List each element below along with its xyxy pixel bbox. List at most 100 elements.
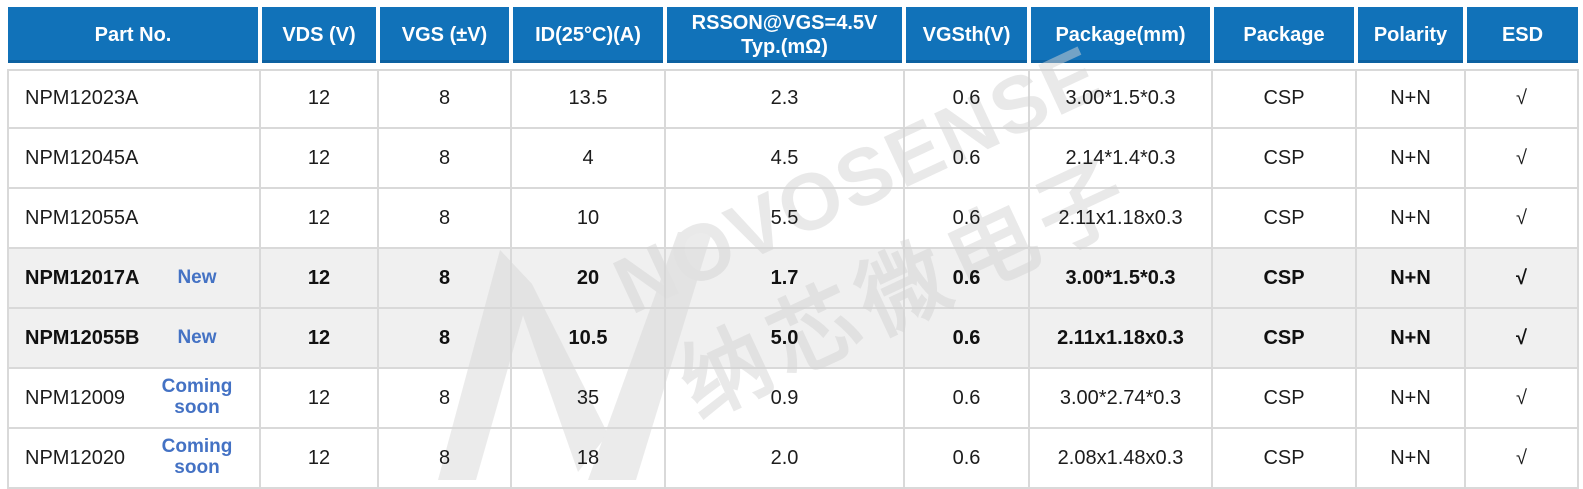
part-number-cell: NPM12020 Coming soon: [7, 427, 261, 489]
cell-vgsth: 0.6: [903, 187, 1030, 249]
part-number-cell: NPM12017A New: [7, 247, 261, 309]
cell-vgs: 8: [377, 307, 512, 369]
cell-pkg_mm: 2.08x1.48x0.3: [1028, 427, 1213, 489]
column-header-polarity: Polarity: [1354, 7, 1467, 69]
cell-pkg_mm: 2.14*1.4*0.3: [1028, 127, 1213, 189]
cell-vgsth: 0.6: [903, 367, 1030, 429]
cell-vgsth: 0.6: [903, 307, 1030, 369]
cell-polarity: N+N: [1355, 187, 1466, 249]
cell-vgs: 8: [377, 367, 512, 429]
cell-esd: √: [1464, 187, 1579, 249]
cell-pkg: CSP: [1211, 427, 1357, 489]
cell-esd: √: [1464, 127, 1579, 189]
cell-pkg_mm: 3.00*1.5*0.3: [1028, 65, 1213, 129]
cell-vds: 12: [259, 187, 379, 249]
table-row: NPM12055B New 12 8 10.5 5.0 0.6 2.11x1.18x0.3 CS…: [7, 307, 1579, 369]
cell-polarity: N+N: [1355, 367, 1466, 429]
cell-id25: 10.5: [510, 307, 666, 369]
table-row: NPM12020 Coming soon 12 8 18 2.0 0.6 2.08x1.48x…: [7, 427, 1579, 489]
cell-vgs: 8: [377, 127, 512, 189]
status-tag: Coming soon: [161, 376, 233, 418]
cell-rsson: 0.9: [664, 367, 905, 429]
cell-id25: 13.5: [510, 65, 666, 129]
status-tag: Coming soon: [161, 436, 233, 478]
cell-vds: 12: [259, 127, 379, 189]
parts-spec-table: Part No. VDS (V) VGS (±V) ID(25°C)(A) RSSON@…: [7, 7, 1579, 489]
cell-rsson: 4.5: [664, 127, 905, 189]
cell-polarity: N+N: [1355, 127, 1466, 189]
cell-polarity: N+N: [1355, 247, 1466, 309]
cell-vgsth: 0.6: [903, 127, 1030, 189]
cell-pkg: CSP: [1211, 307, 1357, 369]
column-header-vgs: VGS (±V): [376, 7, 513, 69]
cell-esd: √: [1464, 367, 1579, 429]
cell-esd: √: [1464, 427, 1579, 489]
cell-polarity: N+N: [1355, 307, 1466, 369]
cell-id25: 20: [510, 247, 666, 309]
cell-rsson: 2.3: [664, 65, 905, 129]
cell-id25: 18: [510, 427, 666, 489]
part-number-cell: NPM12055A: [7, 187, 261, 249]
cell-vds: 12: [259, 65, 379, 129]
header-row: Part No. VDS (V) VGS (±V) ID(25°C)(A) RSSON@…: [8, 7, 1578, 69]
column-header-vgsth: VGSth(V): [902, 7, 1031, 69]
cell-vgsth: 0.6: [903, 247, 1030, 309]
cell-id25: 4: [510, 127, 666, 189]
column-header-esd: ESD: [1463, 7, 1578, 69]
part-number: NPM12020: [25, 446, 126, 469]
cell-vgsth: 0.6: [903, 427, 1030, 489]
parts-spec-table-container: Part No. VDS (V) VGS (±V) ID(25°C)(A) RSSON@…: [7, 7, 1579, 489]
cell-vds: 12: [259, 427, 379, 489]
cell-rsson: 5.5: [664, 187, 905, 249]
cell-vds: 12: [259, 247, 379, 309]
cell-pkg_mm: 2.11x1.18x0.3: [1028, 307, 1213, 369]
cell-vgs: 8: [377, 427, 512, 489]
cell-rsson: 1.7: [664, 247, 905, 309]
column-header-rsson: RSSON@VGS=4.5V Typ.(mΩ): [663, 7, 906, 69]
cell-esd: √: [1464, 307, 1579, 369]
cell-pkg_mm: 3.00*2.74*0.3: [1028, 367, 1213, 429]
column-header-part: Part No.: [8, 7, 262, 69]
cell-vds: 12: [259, 367, 379, 429]
table-row: NPM12009 Coming soon 12 8 35 0.9 0.6 3.00*2.74*…: [7, 367, 1579, 429]
part-number: NPM12055B: [25, 326, 140, 349]
part-number-cell: NPM12055B New: [7, 307, 261, 369]
cell-vgs: 8: [377, 247, 512, 309]
table-row: NPM12045A 12 8 4 4.5 0.6 2.14*1.4*0.3 CSP N+N √: [7, 127, 1579, 189]
cell-pkg_mm: 3.00*1.5*0.3: [1028, 247, 1213, 309]
cell-vgs: 8: [377, 65, 512, 129]
cell-pkg: CSP: [1211, 187, 1357, 249]
column-header-pkg_mm: Package(mm): [1027, 7, 1214, 69]
cell-polarity: N+N: [1355, 65, 1466, 129]
part-number-cell: NPM12045A: [7, 127, 261, 189]
status-tag: New: [177, 326, 217, 348]
cell-id25: 35: [510, 367, 666, 429]
cell-pkg: CSP: [1211, 127, 1357, 189]
part-number: NPM12045A: [25, 146, 139, 169]
cell-rsson: 5.0: [664, 307, 905, 369]
cell-pkg_mm: 2.11x1.18x0.3: [1028, 187, 1213, 249]
cell-rsson: 2.0: [664, 427, 905, 489]
column-header-vds: VDS (V): [258, 7, 380, 69]
part-number: NPM12017A: [25, 266, 140, 289]
part-number: NPM12055A: [25, 206, 139, 229]
cell-esd: √: [1464, 247, 1579, 309]
cell-id25: 10: [510, 187, 666, 249]
table-row: NPM12017A New 12 8 20 1.7 0.6 3.00*1.5*0.3 CSP N+…: [7, 247, 1579, 309]
cell-pkg: CSP: [1211, 367, 1357, 429]
cell-vgs: 8: [377, 187, 512, 249]
cell-vgsth: 0.6: [903, 65, 1030, 129]
column-header-id25: ID(25°C)(A): [509, 7, 667, 69]
part-number-cell: NPM12009 Coming soon: [7, 367, 261, 429]
cell-vds: 12: [259, 307, 379, 369]
cell-polarity: N+N: [1355, 427, 1466, 489]
part-number: NPM12009: [25, 386, 126, 409]
table-body: NPM12023A 12 8 13.5 2.3 0.6 3.00*1.5*0.3 CSP N+N…: [7, 65, 1579, 489]
table-row: NPM12023A 12 8 13.5 2.3 0.6 3.00*1.5*0.3 CSP N+N…: [7, 65, 1579, 129]
column-header-pkg: Package: [1210, 7, 1358, 69]
cell-pkg: CSP: [1211, 65, 1357, 129]
cell-esd: √: [1464, 65, 1579, 129]
part-number: NPM12023A: [25, 86, 139, 109]
part-number-cell: NPM12023A: [7, 65, 261, 129]
table-row: NPM12055A 12 8 10 5.5 0.6 2.11x1.18x0.3 CSP N+N √: [7, 187, 1579, 249]
